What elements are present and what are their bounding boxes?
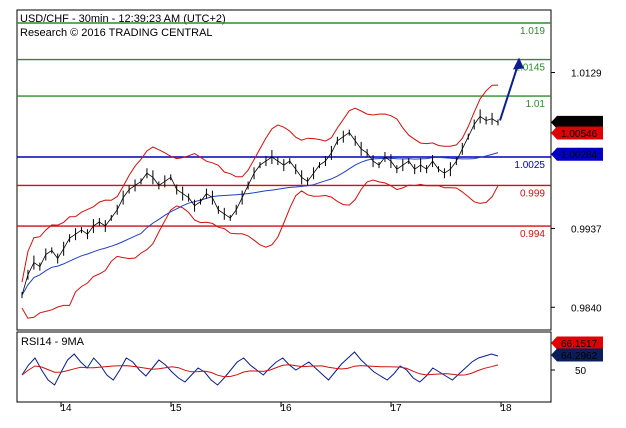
time-tick-0: 14 (60, 403, 72, 414)
price-tick-0: 1.0129 (571, 69, 602, 80)
lower-band (21, 179, 499, 319)
upper-band (21, 84, 499, 283)
level-label-1: 1.0145 (514, 63, 545, 74)
price-badge-0 (551, 115, 603, 129)
time-tick-1: 15 (170, 403, 182, 414)
price-badge-label-1: 1.00546 (561, 129, 598, 140)
level-label-3: 1.0025 (514, 160, 545, 171)
level-label-4: 0.999 (520, 188, 545, 199)
rsi-series (21, 351, 499, 386)
rsi-ma-line (21, 364, 499, 378)
price-line (21, 115, 499, 296)
projection-head (513, 57, 524, 70)
rsi-badge-label-0: 66.1517 (561, 339, 598, 350)
time-tick-2: 16 (280, 403, 292, 414)
price-badge-label-0: 1.00676 (561, 118, 598, 129)
price-axis-labels: 1.0129 0.9937 0.9840 (551, 69, 602, 314)
level-label-2: 1.01 (526, 99, 546, 110)
level-lines: 1.019 1.0145 1.01 1.0025 0.999 0.994 (17, 22, 551, 240)
rsi-title: RSI14 - 9MA (21, 336, 85, 348)
price-series (21, 109, 499, 299)
time-tick-3: 17 (390, 403, 402, 414)
chart-title: USD/CHF - 30min - 12:39:23 AM (UTC+2) (20, 13, 226, 25)
level-label-5: 0.994 (520, 229, 545, 240)
rsi-badge-label-1: 64.2962 (561, 351, 598, 362)
price-tick-1: 0.9937 (571, 224, 602, 235)
rsi-badge-0 (551, 336, 603, 350)
rsi-tick-0: 50 (575, 366, 587, 377)
price-badge-2 (551, 147, 603, 161)
bollinger-bands (21, 84, 499, 319)
chart-copyright: Research © 2016 TRADING CENTRAL (20, 27, 213, 39)
price-badge-label-2: 1.00284 (561, 150, 598, 161)
time-axis: 14 15 16 17 18 (60, 402, 512, 414)
price-badge-1 (551, 126, 603, 140)
time-tick-4: 18 (500, 403, 512, 414)
price-tick-2: 0.9840 (571, 303, 602, 314)
rsi-badge-1 (551, 348, 603, 362)
level-label-0: 1.019 (520, 26, 545, 37)
projection-line (499, 61, 520, 121)
moving-average (21, 152, 499, 296)
projection-arrow (499, 57, 524, 121)
